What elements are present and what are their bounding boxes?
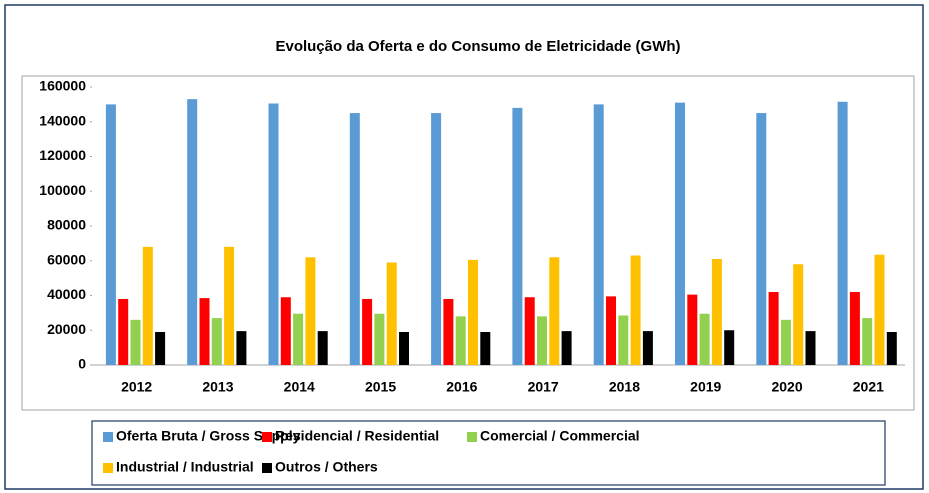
bar: [768, 292, 779, 365]
bar: [211, 318, 222, 365]
bar: [724, 330, 735, 365]
x-tick-label: 2017: [528, 379, 559, 395]
bar: [362, 298, 373, 365]
x-tick-label: 2012: [121, 379, 152, 395]
bar: [874, 254, 885, 365]
bar: [305, 257, 316, 365]
legend-label: Residencial / Residential: [275, 428, 439, 444]
bar: [886, 331, 897, 365]
y-tick-label: 160000: [39, 78, 86, 94]
bar: [630, 255, 641, 365]
bar: [443, 298, 454, 365]
bar: [480, 331, 491, 365]
bar: [561, 331, 572, 365]
bar: [711, 259, 722, 365]
x-tick-label: 2014: [284, 379, 315, 395]
bar: [118, 298, 129, 365]
bar: [849, 292, 860, 365]
x-tick-label: 2015: [365, 379, 396, 395]
bar: [349, 113, 360, 365]
bar: [142, 246, 153, 365]
bar: [455, 316, 466, 365]
legend-label: Oferta Bruta / Gross Supply: [116, 428, 301, 444]
bar: [399, 331, 409, 365]
legend-frame: [91, 420, 886, 486]
bar: [268, 103, 279, 365]
bar: [386, 262, 397, 365]
x-tick-label: 2016: [446, 379, 477, 395]
legend-label: Industrial / Industrial: [116, 459, 254, 475]
bar: [317, 331, 328, 365]
y-tick-label: 20000: [47, 321, 86, 337]
bar: [675, 102, 685, 365]
bar: [280, 297, 291, 365]
x-tick-label: 2013: [202, 379, 233, 395]
y-tick-label: 140000: [39, 112, 86, 128]
bar: [512, 107, 523, 365]
legend-label: Outros / Others: [275, 459, 378, 475]
bar: [155, 331, 166, 365]
bar: [187, 99, 198, 365]
bar: [236, 331, 247, 365]
legend-swatch: [262, 463, 272, 473]
y-tick-label: 0: [78, 356, 86, 372]
bar: [805, 331, 816, 365]
legend-label: Comercial / Commercial: [480, 428, 640, 444]
y-tick-label: 80000: [47, 217, 86, 233]
bar: [593, 104, 604, 365]
bar: [224, 246, 235, 365]
legend-swatch: [103, 432, 113, 442]
bar: [793, 264, 804, 365]
legend-swatch: [467, 432, 477, 442]
legend-swatch: [103, 463, 113, 473]
chart-frame: [4, 4, 924, 490]
chart-title: Evolução da Oferta e do Consumo de Eletr…: [275, 38, 680, 55]
bar: [293, 313, 304, 365]
bar: [699, 313, 710, 365]
bar: [756, 113, 767, 365]
bar: [862, 318, 873, 365]
x-tick-label: 2021: [853, 379, 884, 395]
bar: [642, 331, 653, 365]
bar: [199, 298, 210, 365]
y-tick-label: 60000: [47, 251, 86, 267]
bar: [606, 296, 616, 365]
plot-frame: [21, 75, 915, 411]
bar: [431, 113, 442, 365]
bar: [537, 316, 547, 365]
x-tick-label: 2019: [690, 379, 721, 395]
bar: [524, 297, 535, 365]
bar: [105, 104, 116, 365]
bar: [468, 259, 478, 365]
bar: [837, 101, 848, 366]
bar: [618, 315, 629, 365]
bar: [130, 319, 141, 365]
bar: [780, 319, 791, 365]
y-tick-label: 100000: [39, 182, 86, 198]
bar: [687, 294, 698, 365]
bar: [374, 313, 385, 365]
x-tick-label: 2020: [771, 379, 802, 395]
y-tick-label: 120000: [39, 147, 86, 163]
bar: [549, 257, 560, 365]
x-tick-label: 2018: [609, 379, 640, 395]
y-tick-label: 40000: [47, 286, 86, 302]
legend-swatch: [262, 432, 272, 442]
